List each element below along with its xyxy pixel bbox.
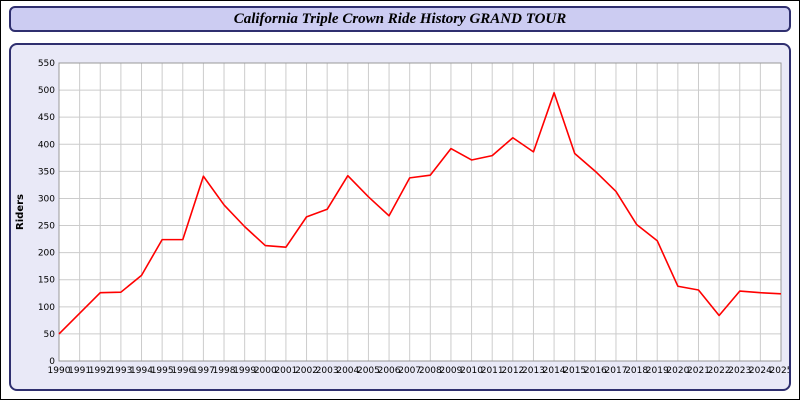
x-tick-label: 1999 [233,366,256,376]
y-tick-label: 50 [44,330,56,340]
x-tick-label: 2013 [522,366,545,376]
y-tick-label: 400 [38,140,55,150]
x-tick-label: 2006 [378,366,401,376]
x-tick-label: 2011 [481,366,504,376]
x-tick-label: 1992 [89,366,112,376]
x-tick-label: 2005 [357,366,380,376]
x-tick-label: 1996 [171,366,194,376]
x-tick-label: 2022 [708,366,731,376]
x-tick-label: 1998 [213,366,236,376]
x-tick-label: 2017 [605,366,628,376]
x-tick-label: 2019 [646,366,669,376]
riders-line-chart: 0501001502002503003504004505005501990199… [15,59,791,376]
x-tick-label: 1991 [68,366,91,376]
plot-area [59,63,781,361]
x-tick-label: 2004 [336,366,359,376]
x-tick-label: 2014 [543,366,566,376]
y-tick-label: 0 [49,357,55,367]
y-axis-title: Riders [15,194,26,230]
x-tick-label: 2018 [625,366,648,376]
x-tick-label: 2020 [666,366,689,376]
y-tick-label: 150 [38,276,55,286]
x-tick-label: 1993 [109,366,132,376]
x-tick-label: 1995 [151,366,174,376]
x-tick-label: 2001 [274,366,297,376]
x-tick-label: 2024 [749,366,772,376]
x-tick-label: 2021 [687,366,710,376]
plot-frame [58,62,782,362]
x-tick-label: 1994 [130,366,153,376]
y-tick-label: 100 [38,303,55,313]
y-tick-label: 500 [38,86,55,96]
chart-panel: 0 50 100 150 200 250 300 350 400 450 500 550 1990 199… [9,43,791,391]
x-tick-label: 2007 [398,366,421,376]
x-tick-label: 2009 [439,366,462,376]
x-tick-label: 2008 [419,366,442,376]
y-tick-label: 550 [38,59,55,69]
header-bar: California Triple Crown Ride History GRA… [9,6,791,32]
y-tick-label: 200 [38,249,55,259]
x-tick-label: 1990 [48,366,71,376]
ride-history-line [58,91,782,335]
x-tick-label: 2012 [501,366,524,376]
y-tick-label: 250 [38,222,55,232]
x-tick-label: 2015 [563,366,586,376]
y-tick-label: 450 [38,113,55,123]
x-tick-label: 2025 [770,366,791,376]
y-tick-label: 350 [38,167,55,177]
y-tick-label: 300 [38,194,55,204]
x-tick-label: 2023 [728,366,751,376]
x-tick-label: 2016 [584,366,607,376]
x-tick-label: 2002 [295,366,318,376]
x-tick-label: 2000 [254,366,277,376]
page-title: California Triple Crown Ride History GRA… [233,10,567,27]
x-tick-label: 1997 [192,366,215,376]
x-tick-label: 2010 [460,366,483,376]
x-tick-label: 2003 [316,366,339,376]
